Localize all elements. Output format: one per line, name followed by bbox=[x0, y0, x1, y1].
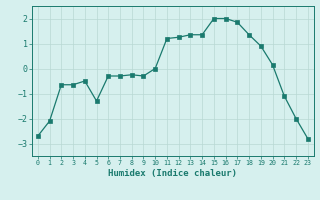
X-axis label: Humidex (Indice chaleur): Humidex (Indice chaleur) bbox=[108, 169, 237, 178]
